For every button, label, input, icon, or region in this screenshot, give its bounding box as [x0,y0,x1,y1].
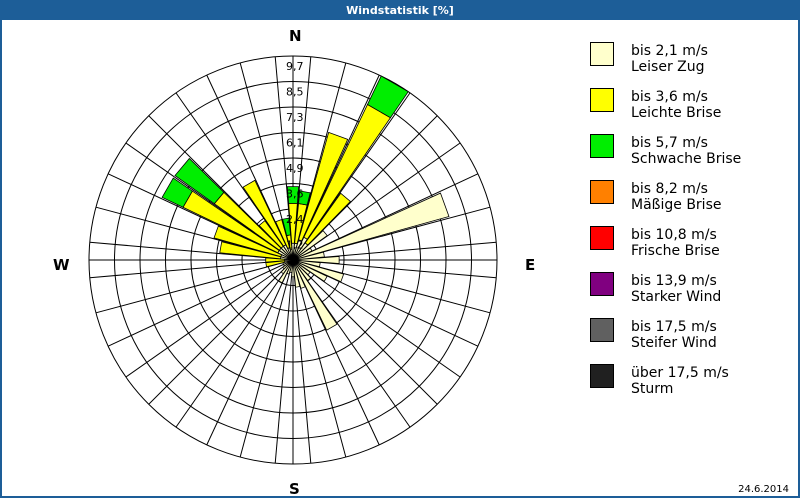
legend-range: bis 8,2 m/s [631,181,708,197]
legend-label: Steifer Wind [631,335,717,351]
rose-petal [174,157,225,205]
rose-petal [292,229,328,261]
rose-petal [282,217,291,237]
svg-text:8,5: 8,5 [286,86,304,99]
rose-petal [265,260,286,268]
rose-petal [304,192,351,246]
legend-label: Frische Brise [631,243,720,259]
legend-range: bis 2,1 m/s [631,43,708,59]
legend-label: Sturm [631,381,674,397]
legend-range: über 17,5 m/s [631,365,729,381]
rose-petal [265,257,286,263]
rose-petal [298,131,349,242]
date-label: 24.6.2014 [738,484,789,495]
legend-swatch [590,42,614,66]
rose-petal [275,218,291,250]
rose-petal [298,190,311,206]
svg-text:7,3: 7,3 [286,111,304,124]
legend-label: Mäßige Brise [631,197,722,213]
legend-swatch [590,180,614,204]
legend-range: bis 10,8 m/s [631,227,717,243]
compass-north: N [289,27,302,45]
rose-petal [242,179,287,247]
rose-petal [292,259,338,331]
rose-petal [292,192,450,261]
svg-text:6,1: 6,1 [286,137,304,150]
compass-east: E [525,256,536,274]
legend-swatch [590,318,614,342]
legend-range: bis 17,5 m/s [631,319,717,335]
legend-label: Leichte Brise [631,105,722,121]
svg-text:9,7: 9,7 [286,60,304,73]
svg-text:3,6: 3,6 [286,188,304,201]
legend-range: bis 13,9 m/s [631,273,717,289]
legend-swatch [590,272,614,296]
rose-petal [292,256,340,264]
window-title: Windstatistik [%] [0,0,800,20]
legend-label: Leiser Zug [631,59,705,75]
rose-petal [161,177,193,208]
legend-range: bis 5,7 m/s [631,135,708,151]
legend-swatch [590,134,614,158]
legend-swatch [590,364,614,388]
rose-petal [219,241,282,260]
legend-swatch [590,88,614,112]
legend-swatch [590,226,614,250]
legend-range: bis 3,6 m/s [631,89,708,105]
svg-text:4,9: 4,9 [286,162,304,175]
legend-label: Starker Wind [631,289,722,305]
rose-petal [286,186,300,204]
compass-west: W [53,256,70,274]
rose-petal [258,220,284,249]
rose-petal [213,225,283,258]
rose-petal [366,75,409,119]
compass-south: S [289,480,300,498]
svg-text:2,4: 2,4 [286,213,304,226]
legend-label: Schwache Brise [631,151,742,167]
rose-petal [292,259,345,283]
svg-text:1,2: 1,2 [286,239,304,252]
